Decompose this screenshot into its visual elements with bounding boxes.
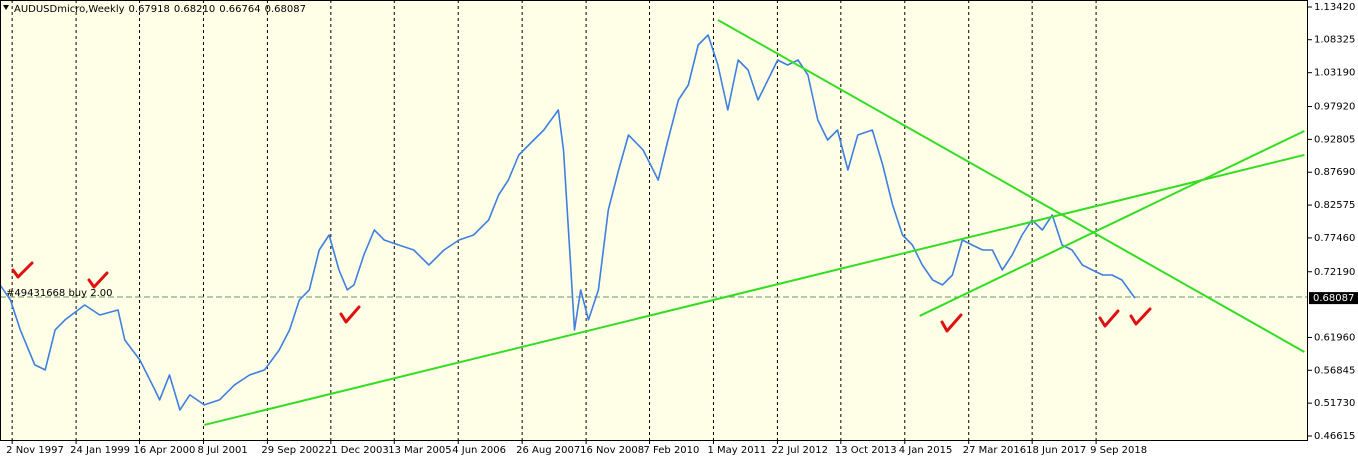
plot-frame — [0, 0, 1308, 441]
y-tick-label: 0.56845 — [1314, 365, 1355, 376]
check-mark — [339, 305, 361, 324]
ohlc-value: 0.67918 — [129, 4, 170, 15]
check-mark — [87, 271, 109, 289]
header-icon — [3, 5, 9, 10]
last-price-label: 0.68087 — [1313, 293, 1354, 304]
ohlc-value: 0.68087 — [265, 4, 306, 15]
y-tick-label: 1.03190 — [1314, 68, 1355, 79]
y-tick-label: 0.51730 — [1314, 398, 1355, 409]
x-tick-label: 13 Mar 2005 — [388, 445, 451, 456]
y-tick-label: 0.46615 — [1314, 431, 1355, 442]
x-tick-label: 24 Jan 1999 — [70, 445, 130, 456]
x-tick-label: 27 Mar 2016 — [963, 445, 1026, 456]
y-tick-label: 1.08325 — [1314, 35, 1355, 46]
check-marks — [11, 261, 1152, 333]
x-tick-label: 18 Jun 2017 — [1026, 445, 1086, 456]
check-mark — [1098, 309, 1120, 328]
y-tick-label: 0.97920 — [1314, 102, 1355, 113]
y-tick-label: 0.92805 — [1314, 134, 1355, 145]
ohlc-value: 0.66764 — [219, 4, 260, 15]
y-tick-label: 0.61960 — [1314, 332, 1355, 343]
trend-line — [717, 19, 1305, 353]
x-tick-label: 8 Jul 2001 — [197, 445, 247, 456]
chart-header: AUDUSDmicro,Weekly 0.67918 0.68210 0.66764 0… — [14, 4, 306, 15]
x-tick-label: 22 Jul 2012 — [771, 445, 828, 456]
price-line — [0, 34, 1136, 411]
x-tick-label: 16 Nov 2008 — [580, 445, 644, 456]
y-tick-label: 0.87690 — [1314, 167, 1355, 178]
trend-line — [204, 153, 1305, 426]
x-tick-label: 4 Jun 2006 — [452, 445, 506, 456]
trend-line — [919, 130, 1305, 317]
x-tick-label: 4 Jan 2015 — [899, 445, 953, 456]
x-tick-label: 13 Oct 2013 — [835, 445, 897, 456]
plot-area — [0, 0, 1308, 440]
y-tick-label: 0.72190 — [1314, 267, 1355, 278]
check-mark — [940, 313, 963, 333]
x-tick-label: 16 Apr 2000 — [134, 445, 196, 456]
check-mark — [1129, 307, 1152, 326]
ohlc-value: 0.68210 — [174, 4, 215, 15]
x-tick-label: 7 Feb 2010 — [644, 445, 700, 456]
x-tick-label: 21 Dec 2003 — [325, 445, 389, 456]
symbol-title: AUDUSDmicro,Weekly — [14, 4, 125, 15]
x-tick-label: 1 May 2011 — [707, 445, 766, 456]
last-price-tag — [1309, 292, 1358, 305]
y-tick-label: 1.13420 — [1314, 2, 1355, 13]
y-tick-label: 0.82575 — [1314, 200, 1355, 211]
x-tick-label: 29 Sep 2002 — [261, 445, 324, 456]
x-tick-label: 9 Sep 2018 — [1090, 445, 1147, 456]
order-label: #49431668 buy 2.00 — [6, 288, 113, 299]
x-tick-label: 26 Aug 2007 — [516, 445, 580, 456]
x-tick-label: 2 Nov 1997 — [6, 445, 64, 456]
y-tick-label: 0.77460 — [1314, 233, 1355, 244]
check-mark — [11, 261, 34, 279]
